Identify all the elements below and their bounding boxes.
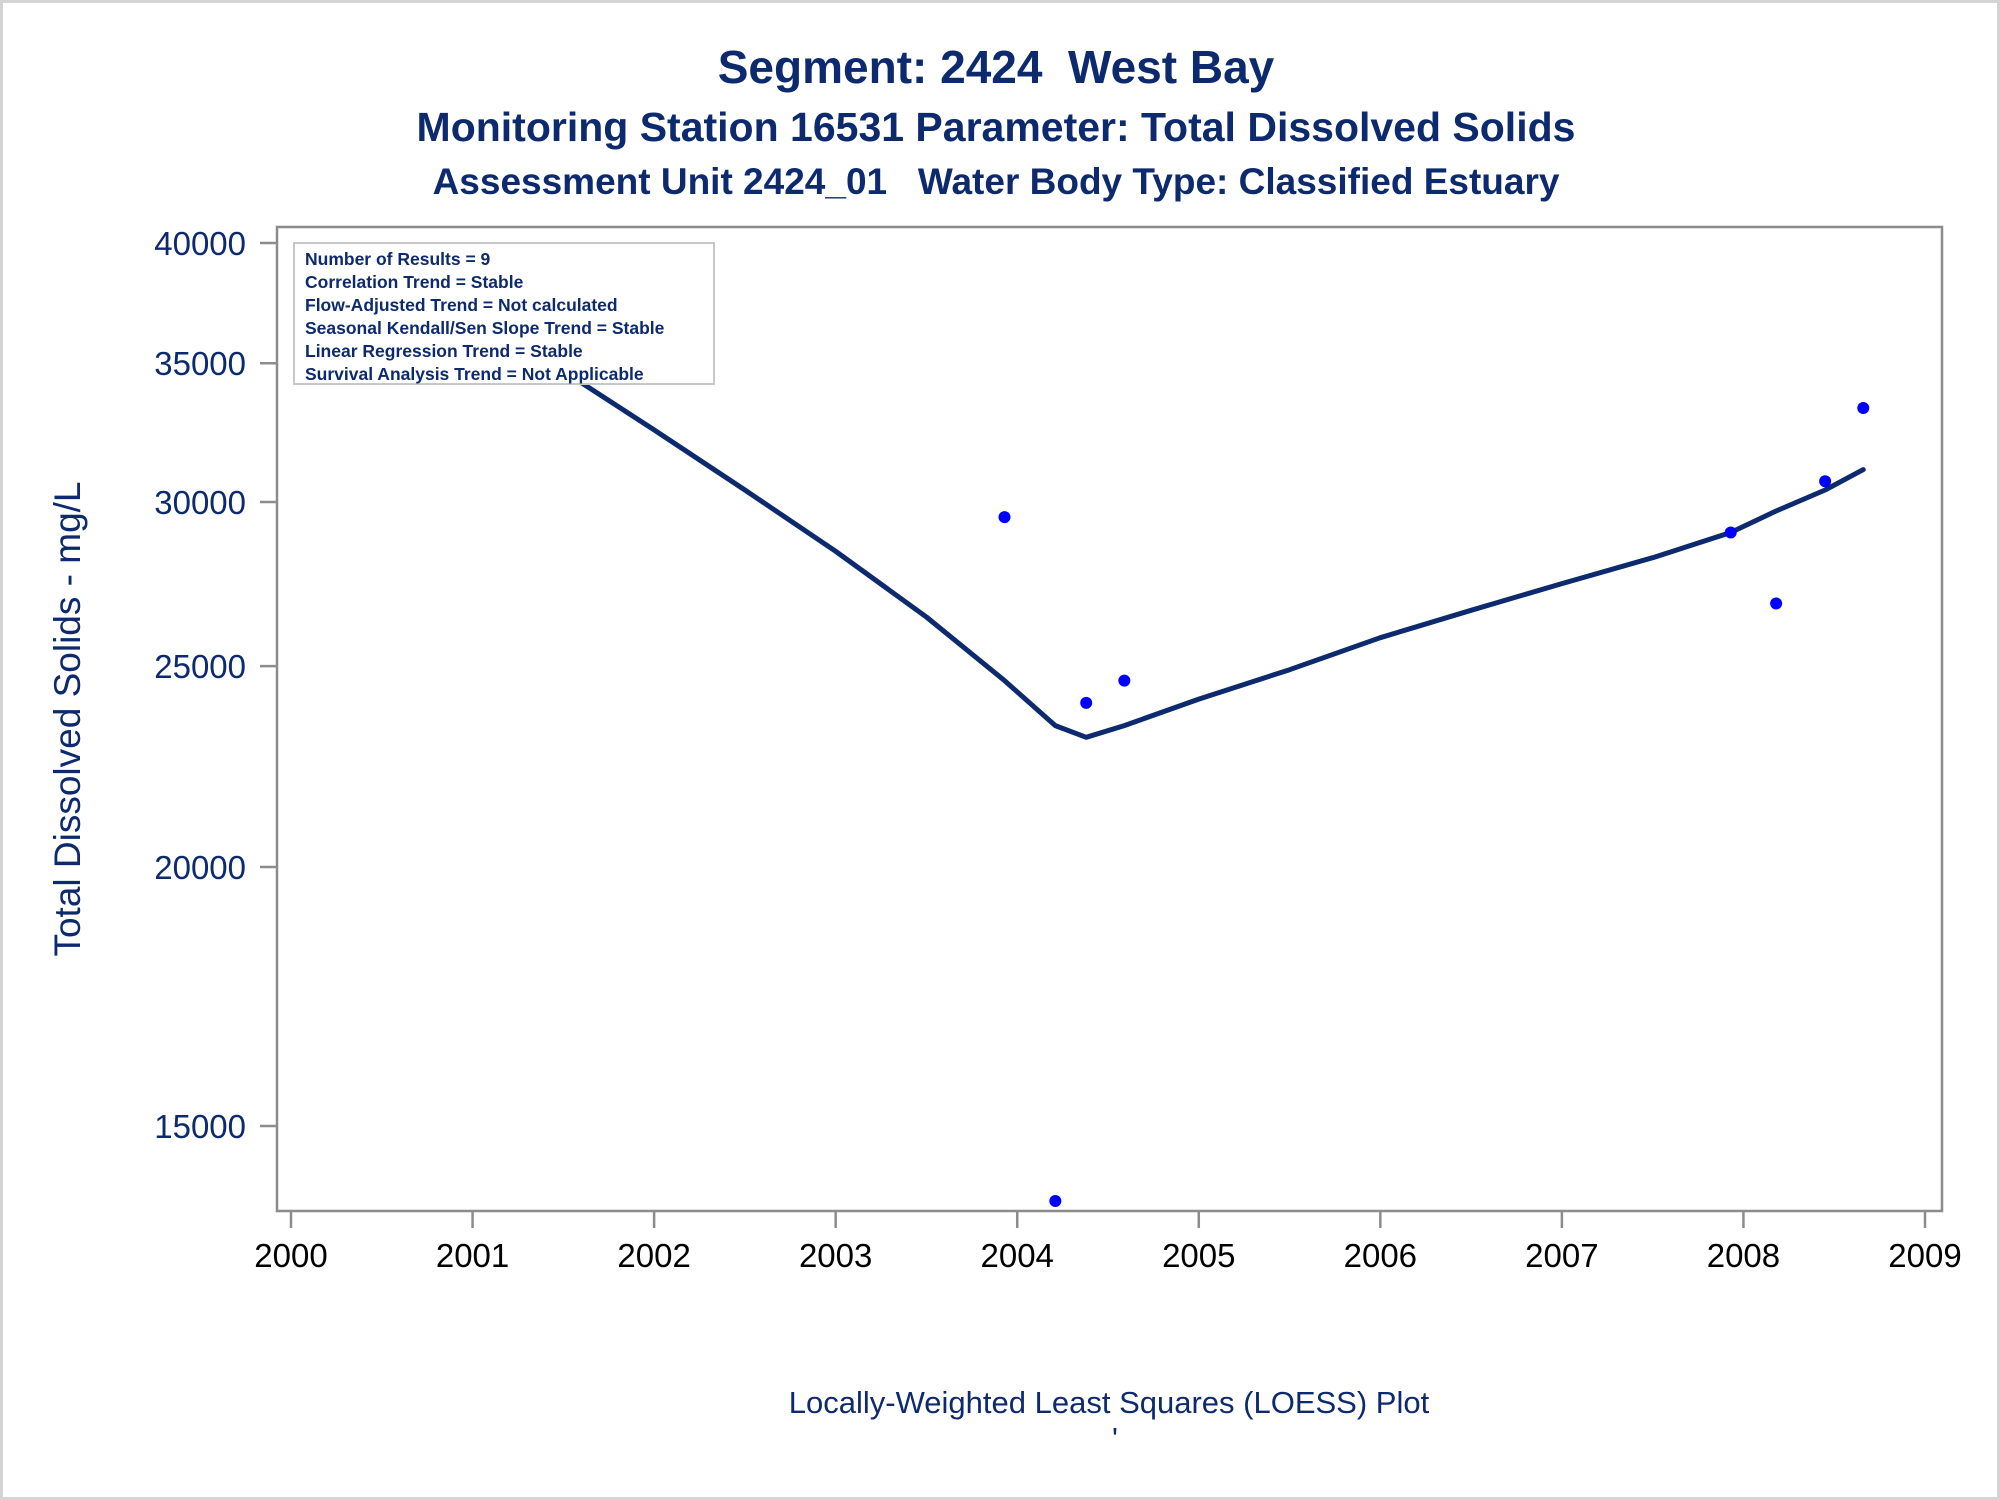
stats-line: Linear Regression Trend = Stable <box>305 341 583 361</box>
data-point <box>1724 526 1737 539</box>
x-tick-label: 2003 <box>799 1237 872 1274</box>
footnote: Locally-Weighted Least Squares (LOESS) P… <box>789 1385 1430 1420</box>
stats-lines: Number of Results = 9 Correlation Trend =… <box>305 249 665 384</box>
plot-frame <box>275 225 1944 1213</box>
y-tick-label: 30000 <box>154 484 246 521</box>
x-axis: 2000 2001 2002 2003 2004 2005 2006 2007 2008 2009 <box>254 1211 1962 1274</box>
y-tick-label: 15000 <box>154 1108 246 1145</box>
stats-line: Flow-Adjusted Trend = Not calculated <box>305 295 618 315</box>
x-tick-label: 2006 <box>1344 1237 1417 1274</box>
x-tick-label: 2007 <box>1525 1237 1598 1274</box>
series-layer <box>381 266 1870 1207</box>
footnote-mark: ' <box>1112 1421 1118 1456</box>
x-tick-label: 2009 <box>1888 1237 1961 1274</box>
chart-subtitle-2: Assessment Unit 2424_01 Water Body Type:… <box>433 161 1560 202</box>
y-tick-label: 25000 <box>154 648 246 685</box>
x-tick-label: 2000 <box>254 1237 327 1274</box>
y-axis-label: Total Dissolved Solids - mg/L <box>47 481 88 956</box>
y-tick-label: 40000 <box>154 225 246 262</box>
y-axis: 15000 20000 25000 30000 35000 40000 <box>154 225 277 1145</box>
data-point <box>1770 597 1783 610</box>
data-point <box>1080 696 1093 709</box>
stats-box: Number of Results = 9 Correlation Trend =… <box>293 242 715 385</box>
stats-line: Number of Results = 9 <box>305 249 491 269</box>
x-tick-label: 2001 <box>436 1237 509 1274</box>
stats-line: Seasonal Kendall/Sen Slope Trend = Stabl… <box>305 318 665 338</box>
stats-line: Correlation Trend = Stable <box>305 272 524 292</box>
loess-chart: Segment: 2424 West Bay Monitoring Statio… <box>47 41 1962 1456</box>
stats-line: Survival Analysis Trend = Not Applicable <box>305 364 644 384</box>
chart-title: Segment: 2424 West Bay <box>718 41 1275 93</box>
data-point <box>1118 674 1131 687</box>
x-tick-label: 2002 <box>617 1237 690 1274</box>
data-point <box>1857 402 1870 415</box>
stats-box-frame <box>293 242 715 385</box>
y-tick-label: 35000 <box>154 345 246 382</box>
data-point <box>1049 1195 1062 1207</box>
data-point <box>1819 475 1832 488</box>
x-tick-label: 2008 <box>1707 1237 1780 1274</box>
data-point <box>998 511 1011 524</box>
x-tick-label: 2004 <box>981 1237 1054 1274</box>
chart-subtitle: Monitoring Station 16531 Parameter: Tota… <box>417 104 1576 150</box>
x-tick-label: 2005 <box>1162 1237 1235 1274</box>
y-tick-label: 20000 <box>154 849 246 886</box>
loess-line <box>384 270 1866 740</box>
